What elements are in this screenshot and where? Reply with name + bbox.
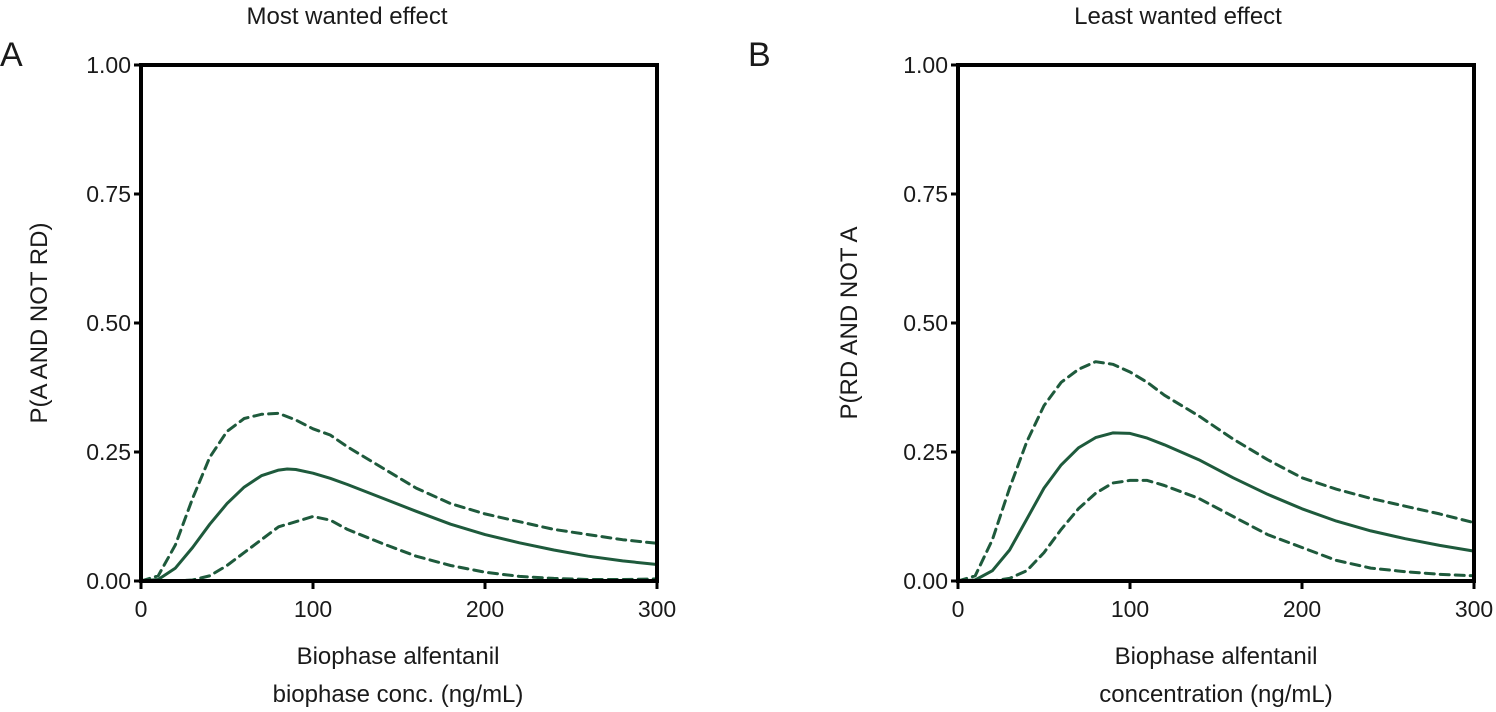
y-tick-label: 0.25 xyxy=(86,439,131,465)
x-tick-label: 300 xyxy=(638,596,676,622)
panel-b-label: B xyxy=(748,36,771,74)
y-tick-label: 0.00 xyxy=(86,568,131,594)
panel-b: B Least wanted effect P(RD AND NOT A Bio… xyxy=(748,3,1493,708)
panel-b-ylabel: P(RD AND NOT A xyxy=(836,227,863,420)
panel-a-ylabel: P(A AND NOT RD) xyxy=(26,223,53,424)
x-tick-label: 200 xyxy=(1283,596,1321,622)
x-tick-label: 100 xyxy=(294,596,332,622)
panel-a-xlabel-line1: Biophase alfentanil xyxy=(297,643,500,670)
panel-a-label: A xyxy=(0,36,23,74)
y-tick-label: 0.50 xyxy=(86,310,131,336)
y-tick-label: 0.00 xyxy=(903,568,948,594)
panel-a-axis-ticks: 0.00 0.25 0.50 0.75 1.00 0 100 200 300 xyxy=(86,52,676,622)
x-tick-label: 0 xyxy=(952,596,965,622)
y-tick-label: 0.50 xyxy=(903,310,948,336)
x-tick-label: 300 xyxy=(1455,596,1493,622)
y-tick-label: 0.75 xyxy=(86,181,131,207)
panel-a-xlabel-line2: biophase conc. (ng/mL) xyxy=(273,681,524,708)
y-tick-label: 0.75 xyxy=(903,181,948,207)
x-tick-label: 0 xyxy=(135,596,148,622)
x-tick-label: 200 xyxy=(466,596,504,622)
panel-b-xlabel-line1: Biophase alfentanil xyxy=(1115,643,1318,670)
panel-a-series xyxy=(139,411,659,583)
y-tick-label: 0.25 xyxy=(903,439,948,465)
panel-a-title: Most wanted effect xyxy=(247,3,448,30)
confidence-bound-line xyxy=(139,515,659,583)
panel-b-series xyxy=(956,360,1476,583)
panel-b-plot-frame xyxy=(956,63,1476,583)
panel-b-xlabel-line2: concentration (ng/mL) xyxy=(1099,681,1332,708)
panel-b-title: Least wanted effect xyxy=(1074,3,1282,30)
median-curve-line xyxy=(139,467,659,583)
panel-a: A Most wanted effect P(A AND NOT RD) Bio… xyxy=(0,3,676,708)
median-curve-line xyxy=(956,431,1476,583)
y-tick-label: 1.00 xyxy=(86,52,131,78)
panel-a-plot-frame xyxy=(139,63,659,583)
confidence-bound-line xyxy=(139,411,659,583)
confidence-bound-line xyxy=(956,360,1476,583)
x-tick-label: 100 xyxy=(1111,596,1149,622)
y-tick-label: 1.00 xyxy=(903,52,948,78)
panel-b-axis-ticks: 0.00 0.25 0.50 0.75 1.00 0 100 200 300 xyxy=(903,52,1493,622)
confidence-bound-line xyxy=(956,478,1476,583)
